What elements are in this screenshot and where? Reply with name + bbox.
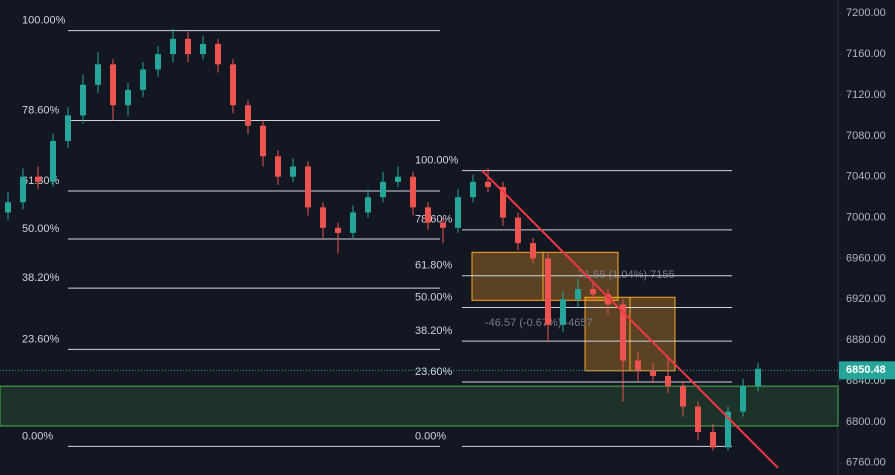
axis-bg [839, 0, 895, 475]
candle-body [485, 181, 491, 187]
fib-label: 78.60% [22, 104, 60, 116]
y-tick-label: 7160.00 [846, 48, 886, 60]
candle-body [515, 217, 521, 244]
candle-body [125, 89, 131, 106]
candle-body [665, 375, 671, 387]
y-tick-label: 7040.00 [846, 171, 886, 183]
fib-label: 38.20% [22, 272, 60, 284]
price-label: 6850.48 [846, 364, 886, 376]
candle-body [710, 432, 716, 448]
candle-body [695, 406, 701, 433]
candle-body [605, 294, 611, 305]
fib-label: 38.20% [415, 325, 453, 337]
candle-body [245, 105, 251, 126]
fib-label: 78.60% [415, 214, 453, 226]
fib-label: 0.00% [22, 430, 53, 442]
candle-body [320, 207, 326, 228]
fib-label: 23.60% [22, 333, 60, 345]
y-tick-label: 6800.00 [846, 416, 886, 428]
candle-body [275, 156, 281, 177]
candle-body [290, 166, 296, 177]
candle-body [155, 54, 161, 70]
candle-body [395, 176, 401, 182]
fib-label: 23.60% [415, 366, 453, 378]
candle-body [215, 43, 221, 65]
candle-body [230, 64, 236, 106]
candle-body [545, 258, 551, 325]
candle-body [740, 386, 746, 412]
candle-body [65, 115, 71, 141]
y-tick-label: 7000.00 [846, 211, 886, 223]
candle-body [680, 386, 686, 407]
candle-body [140, 69, 146, 90]
measure-label: 71.55 (1.04%) 7155 [578, 269, 675, 281]
candle-body [5, 202, 11, 213]
candle-body [575, 289, 581, 300]
candle-body [260, 125, 266, 157]
candle-body [725, 411, 731, 448]
candle-body [470, 181, 476, 198]
candle-body [35, 176, 41, 182]
candle-body [110, 64, 116, 106]
candle-body [500, 186, 506, 218]
candle-body [635, 360, 641, 371]
candle-body [530, 243, 536, 259]
fib-label: 0.00% [415, 430, 446, 442]
candle-body [185, 38, 191, 55]
support-zone [0, 385, 839, 427]
candle-body [440, 222, 446, 228]
candle-body [335, 227, 341, 233]
candle-body [650, 370, 656, 376]
candle-body [590, 289, 596, 295]
candle-body [95, 64, 101, 85]
y-tick-label: 7200.00 [846, 7, 886, 19]
fib-label: 50.00% [22, 223, 60, 235]
candle-body [350, 212, 356, 233]
candle-body [200, 43, 206, 55]
measure-label: -46.57 (-0.67%) -4657 [485, 317, 593, 329]
fib-label: 61.80% [415, 260, 453, 272]
fib-label: 100.00% [415, 154, 459, 166]
y-tick-label: 6920.00 [846, 293, 886, 305]
y-tick-label: 7080.00 [846, 130, 886, 142]
candle-body [170, 38, 176, 55]
fib-label: 100.00% [22, 15, 66, 27]
trendline [481, 169, 779, 469]
candle-body [365, 197, 371, 213]
candle-body [620, 304, 626, 361]
y-tick-label: 6880.00 [846, 334, 886, 346]
candle-body [80, 84, 86, 116]
candle-body [455, 197, 461, 228]
candle-body [755, 368, 761, 387]
y-tick-label: 6960.00 [846, 252, 886, 264]
y-tick-label: 7120.00 [846, 89, 886, 101]
price-badge [839, 361, 895, 380]
candle-body [50, 140, 56, 182]
candle-body [380, 181, 386, 198]
y-tick-label: 6760.00 [846, 457, 886, 469]
candle-body [305, 166, 311, 208]
candle-body [410, 176, 416, 208]
candle-body [20, 176, 26, 203]
candle-body [425, 207, 431, 223]
candle-body [560, 299, 566, 325]
fib-label: 50.00% [415, 291, 453, 303]
